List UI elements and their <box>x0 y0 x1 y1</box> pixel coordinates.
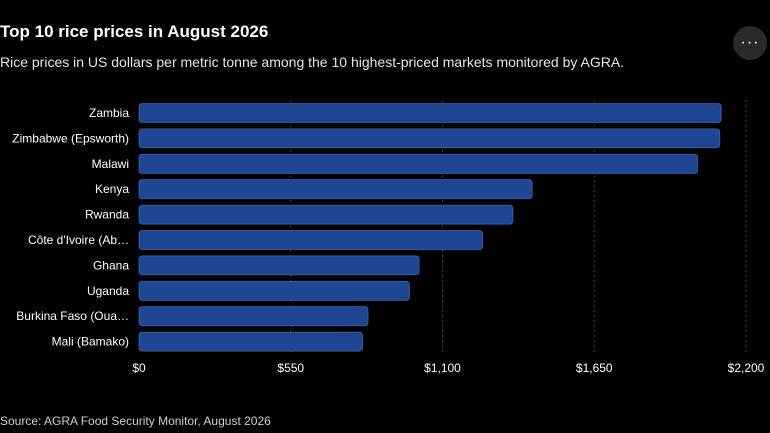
category-label: Kenya <box>95 182 129 196</box>
category-label: Ghana <box>93 258 129 272</box>
category-label: Zimbabwe (Epsworth) <box>12 131 129 145</box>
bar[interactable] <box>138 103 722 123</box>
category-label: Côte d'Ivoire (Ab… <box>28 233 129 247</box>
bar[interactable] <box>138 230 483 250</box>
bar[interactable] <box>138 153 699 174</box>
category-label: Malawi <box>92 157 129 171</box>
x-tick-label: $550 <box>277 361 304 375</box>
bar[interactable] <box>138 331 363 352</box>
more-icon: ··· <box>740 34 760 51</box>
category-label: Mali (Bamako) <box>52 335 129 349</box>
category-label: Zambia <box>89 106 129 120</box>
x-tick-label: $1,650 <box>576 361 613 375</box>
bar[interactable] <box>138 306 369 327</box>
more-options-button[interactable]: ··· <box>733 26 767 60</box>
x-tick-label: $1,100 <box>424 361 461 375</box>
bar[interactable] <box>138 204 514 225</box>
bar[interactable] <box>138 280 410 301</box>
chart-subtitle: Rice prices in US dollars per metric ton… <box>0 54 625 70</box>
bar[interactable] <box>138 179 533 200</box>
bar[interactable] <box>138 255 420 276</box>
category-label: Rwanda <box>85 208 129 222</box>
category-label: Burkina Faso (Oua… <box>16 309 129 323</box>
chart-source: Source: AGRA Food Security Monitor, Augu… <box>0 414 271 428</box>
bar[interactable] <box>138 128 721 149</box>
x-tick-label: $0 <box>132 361 146 375</box>
x-tick-label: $2,200 <box>728 361 765 375</box>
chart-title: Top 10 rice prices in August 2026 <box>0 22 269 41</box>
category-label: Uganda <box>87 284 129 298</box>
